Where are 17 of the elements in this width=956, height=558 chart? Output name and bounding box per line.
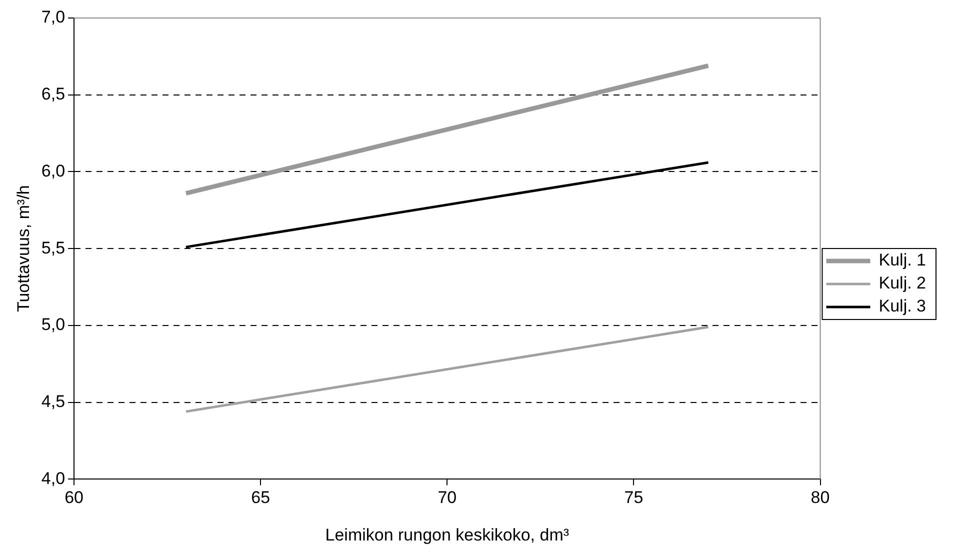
x-tick-label: 70 [438,488,457,508]
x-tick-label: 60 [64,488,84,508]
y-tick-label: 4,0 [41,468,66,488]
y-tick-label: 4,5 [41,392,66,412]
x-tick-label: 75 [624,488,644,508]
legend-label: Kulj. 1 [878,250,926,270]
y-tick-label: 7,0 [41,8,66,27]
y-tick-label: 5,0 [41,315,66,334]
y-tick-label: 6,0 [41,161,66,180]
x-axis-title: Leimikon rungon keskikoko, dm³ [325,525,570,544]
x-tick-label: 80 [810,488,830,508]
y-axis-title: Tuottavuus, m³/h [14,185,33,312]
y-tick-label: 6,5 [41,84,66,104]
legend-label: Kulj. 3 [878,296,926,316]
x-tick-label: 65 [251,488,270,508]
y-tick-label: 5,5 [41,238,66,258]
legend-label: Kulj. 2 [878,274,926,293]
